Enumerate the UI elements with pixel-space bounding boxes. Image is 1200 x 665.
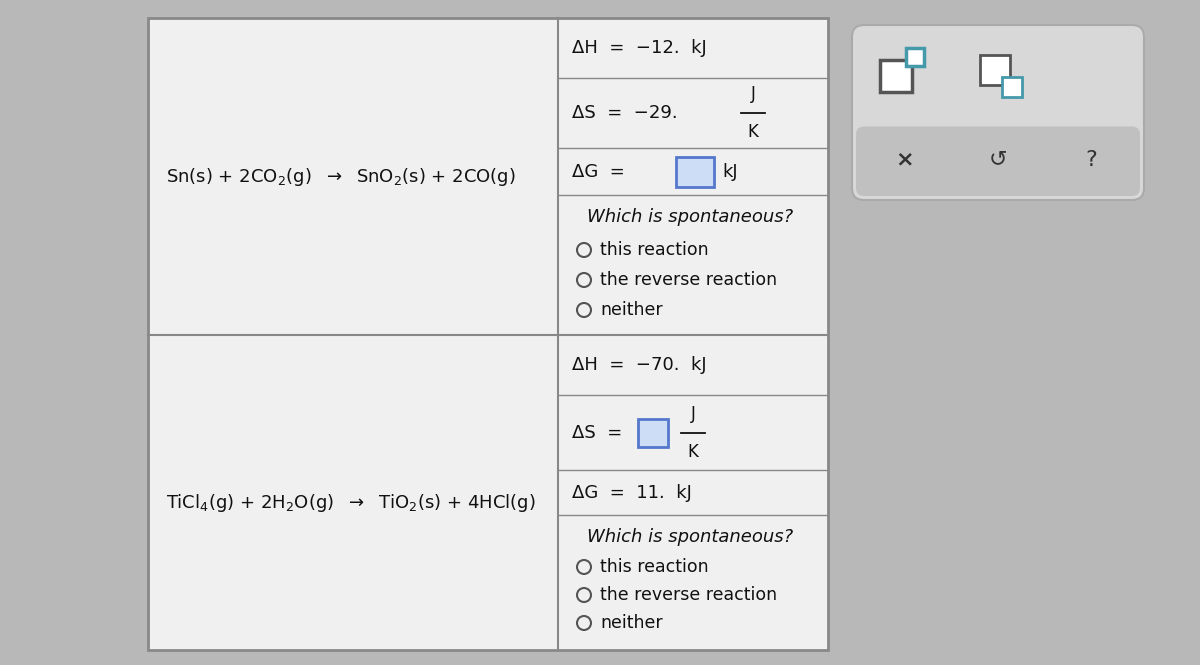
Text: ΔG  =: ΔG = <box>572 162 625 180</box>
FancyBboxPatch shape <box>148 18 828 650</box>
FancyBboxPatch shape <box>638 418 668 446</box>
Text: kJ: kJ <box>722 162 738 180</box>
Text: Which is spontaneous?: Which is spontaneous? <box>587 528 793 546</box>
Text: ΔS  =: ΔS = <box>572 424 634 442</box>
FancyBboxPatch shape <box>676 156 714 186</box>
Text: this reaction: this reaction <box>600 241 709 259</box>
Text: Which is spontaneous?: Which is spontaneous? <box>587 208 793 226</box>
Text: this reaction: this reaction <box>600 558 709 576</box>
Text: J: J <box>750 85 756 103</box>
Text: J: J <box>690 404 696 422</box>
FancyBboxPatch shape <box>980 55 1010 85</box>
FancyBboxPatch shape <box>880 60 912 92</box>
Text: ?: ? <box>1086 150 1097 170</box>
Text: neither: neither <box>600 614 662 632</box>
Text: K: K <box>688 442 698 460</box>
Text: ΔH  =  −70.  kJ: ΔH = −70. kJ <box>572 356 707 374</box>
FancyBboxPatch shape <box>856 126 1140 196</box>
Text: ΔH  =  −12.  kJ: ΔH = −12. kJ <box>572 39 707 57</box>
Text: neither: neither <box>600 301 662 319</box>
FancyBboxPatch shape <box>1002 77 1022 97</box>
Text: ↺: ↺ <box>989 150 1007 170</box>
FancyBboxPatch shape <box>852 25 1144 200</box>
FancyBboxPatch shape <box>906 48 924 66</box>
Text: ΔS  =  −29.: ΔS = −29. <box>572 104 689 122</box>
Text: Sn(s) + 2CO$_2$(g)  $\rightarrow$  SnO$_2$(s) + 2CO(g): Sn(s) + 2CO$_2$(g) $\rightarrow$ SnO$_2$… <box>166 166 516 188</box>
Text: TiCl$_4$(g) + 2H$_2$O(g)  $\rightarrow$  TiO$_2$(s) + 4HCl(g): TiCl$_4$(g) + 2H$_2$O(g) $\rightarrow$ T… <box>166 491 536 513</box>
Text: K: K <box>748 123 758 141</box>
Text: the reverse reaction: the reverse reaction <box>600 586 778 604</box>
Text: the reverse reaction: the reverse reaction <box>600 271 778 289</box>
Text: ×: × <box>895 150 914 170</box>
Text: ΔG  =  11.  kJ: ΔG = 11. kJ <box>572 483 692 501</box>
